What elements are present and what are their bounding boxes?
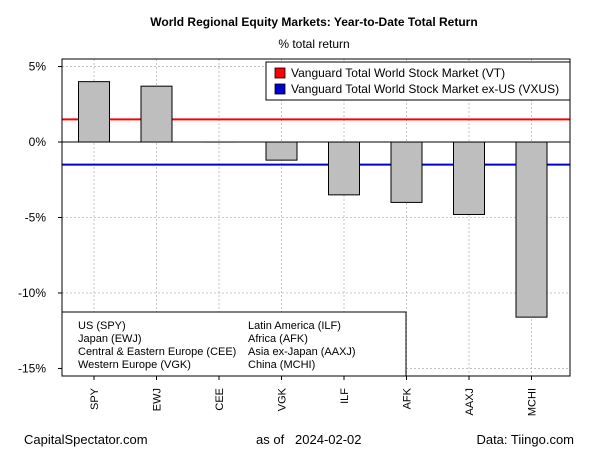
ticker-key-item: Japan (EWJ) [78,333,142,345]
bars [78,81,548,318]
ticker-key-item: Central & Eastern Europe (CEE) [78,346,236,358]
y-tick-label: -5% [25,211,47,225]
ticker-key-item: Asia ex-Japan (AAXJ) [248,346,356,358]
chart-subtitle: % total return [278,37,349,51]
footer-as-of: as of 2024-02-02 [256,432,362,447]
bar [140,85,173,143]
x-tick-label: ILF [339,388,351,404]
ticker-key-item: Western Europe (VGK) [78,359,191,371]
ticker-key-item: Africa (AFK) [248,333,308,345]
ticker-key-box [61,311,407,377]
bar [453,141,485,215]
y-tick-label: 5% [29,60,47,74]
footer-source: CapitalSpectator.com [24,432,148,447]
legend-swatch-vxus [274,83,286,95]
ticker-key: US (SPY) Japan (EWJ) Central & Eastern E… [61,311,407,377]
legend: Vanguard Total World Stock Market (VT) V… [265,61,571,101]
bar [328,141,360,196]
x-tick-label: VGK [277,387,289,411]
ticker-key-item: US (SPY) [78,320,126,332]
legend-swatch-vt [274,67,286,79]
footer-data-source: Data: Tiingo.com [476,432,574,447]
bar [265,141,298,161]
legend-label-vt: Vanguard Total World Stock Market (VT) [291,66,505,80]
bar [78,81,110,143]
bar [515,141,548,318]
x-tick-label: SPY [89,387,101,410]
reference-lines [62,118,570,166]
x-tick-label: MCHI [527,388,539,416]
x-tick-label: AAXJ [464,388,476,416]
y-axis: 5% 0% -5% -10% -15% [18,60,62,375]
legend-label-vxus: Vanguard Total World Stock Market ex-US … [291,82,559,96]
x-tick-label: AFK [402,387,414,409]
x-axis: SPY EWJ CEE VGK ILF AFK AAXJ MCHI [89,376,539,416]
x-tick-label: CEE [214,388,226,411]
ticker-key-item: China (MCHI) [248,359,315,371]
ticker-key-item: Latin America (ILF) [248,320,341,332]
legend-box [265,61,571,101]
y-tick-label: 0% [29,135,47,149]
y-tick-label: -15% [18,361,46,375]
chart-title: World Regional Equity Markets: Year-to-D… [150,15,477,29]
bar [390,141,423,203]
x-tick-label: EWJ [152,388,164,411]
y-tick-label: -10% [18,286,46,300]
